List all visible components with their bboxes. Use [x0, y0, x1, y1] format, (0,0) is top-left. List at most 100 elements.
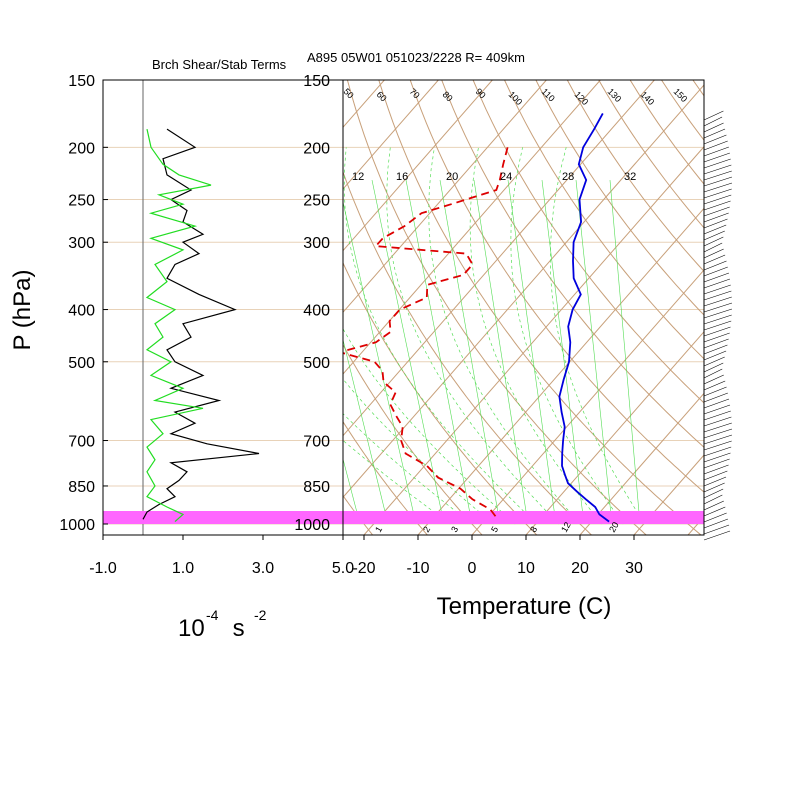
temp-xtick-label: 10 — [517, 560, 535, 577]
isotherm — [0, 80, 276, 535]
wind-barb — [703, 140, 728, 151]
mixing-ratio-label: 16 — [396, 171, 408, 183]
moist-adiabat — [343, 328, 516, 525]
wind-barb — [703, 242, 723, 253]
wind-barb — [703, 428, 733, 439]
wind-barb — [703, 458, 730, 469]
wind-barb — [703, 464, 729, 475]
wind-barb — [703, 254, 726, 265]
mixing-ratio-bottom-label: 2 — [421, 525, 432, 534]
wind-barb — [703, 476, 727, 487]
isotherm — [343, 80, 493, 252]
moist-adiabat — [386, 147, 559, 525]
left-xaxis-unit: 10 -4 s -2 — [178, 607, 267, 642]
wind-barb — [703, 404, 731, 415]
isotherm — [343, 80, 547, 314]
pressure-tick-label: 150 — [68, 73, 95, 90]
wind-barb — [703, 152, 730, 163]
wind-barb — [703, 446, 732, 457]
dry-adiabat — [566, 80, 704, 273]
moist-adiabat — [469, 147, 602, 525]
theta-label: 110 — [540, 86, 557, 103]
wind-barb — [703, 338, 729, 349]
pressure-tick-label-mid: 300 — [303, 235, 330, 252]
temp-xtick-label: 30 — [625, 560, 643, 577]
wind-barb — [703, 506, 726, 517]
wind-barb — [703, 518, 729, 529]
isotherm — [525, 330, 704, 535]
pressure-tick-label-mid: 1000 — [294, 517, 330, 534]
mixing-ratio-label: 20 — [446, 171, 458, 183]
left-xtick-label: 5.0 — [332, 560, 354, 577]
shear-term-line — [142, 128, 260, 520]
dewpoint-profile — [343, 147, 509, 520]
wind-barb — [703, 482, 725, 493]
isotherm — [796, 80, 800, 535]
dry-adiabat — [378, 80, 702, 535]
dry-adiabat — [598, 80, 704, 229]
mixing-ratio-line — [541, 180, 585, 525]
theta-label: 100 — [507, 89, 525, 107]
mixing-ratio-label: 24 — [500, 171, 512, 183]
isotherm — [471, 269, 704, 535]
mixing-ratio-bottom-label: 12 — [559, 520, 573, 534]
wind-barb — [703, 284, 731, 295]
dry-adiabat — [441, 80, 704, 448]
isotherm — [687, 515, 704, 535]
pressure-tick-label-mid: 400 — [303, 303, 330, 320]
wind-barb — [703, 278, 731, 289]
wind-barb — [703, 122, 724, 133]
mixing-ratio-label: 28 — [562, 171, 574, 183]
wind-barb — [703, 212, 729, 223]
wind-barb — [703, 194, 732, 205]
wind-barb — [703, 488, 724, 499]
mixing-ratio-line — [405, 179, 473, 525]
pressure-tick-label-mid: 200 — [303, 140, 330, 157]
wind-barb — [703, 290, 732, 301]
wind-barb — [703, 314, 732, 325]
unit-exp1: -4 — [206, 607, 219, 623]
mixing-ratio-label: 12 — [352, 171, 364, 183]
moist-adiabat — [343, 440, 451, 525]
wind-barb — [703, 110, 724, 121]
wind-barb — [703, 224, 727, 235]
mixing-ratio-line — [507, 179, 557, 525]
isotherm — [579, 392, 704, 535]
mixing-ratio-bottom-label: 20 — [607, 520, 621, 534]
moist-adiabat — [343, 147, 538, 525]
wind-barb — [703, 374, 724, 385]
wind-barb — [703, 182, 733, 193]
dry-adiabat — [535, 80, 704, 316]
wind-barb — [703, 272, 730, 283]
temp-xtick-label: -20 — [352, 560, 375, 577]
unit-base: 10 — [178, 615, 205, 642]
wind-barb — [703, 362, 724, 373]
wind-barb — [703, 146, 729, 157]
wind-barb — [703, 392, 728, 403]
wind-barb — [703, 422, 732, 433]
mixing-ratio-line — [343, 338, 389, 525]
wind-barb — [703, 350, 727, 361]
right-panel-frame — [342, 79, 705, 536]
wind-barb — [703, 200, 731, 211]
theta-label: 150 — [672, 86, 690, 104]
wind-barb — [703, 524, 730, 535]
wind-barb — [703, 296, 732, 307]
wind-barb — [703, 416, 732, 427]
wind-barb — [703, 206, 730, 217]
isotherm — [343, 80, 439, 190]
mixing-ratio-line — [609, 180, 641, 525]
wind-barb — [703, 218, 728, 229]
pressure-tick-label: 850 — [68, 479, 95, 496]
wind-barb — [703, 308, 733, 319]
wind-barb — [703, 386, 727, 397]
pressure-tick-label-mid: 150 — [303, 73, 330, 90]
wind-barb — [703, 398, 730, 409]
wind-barb — [703, 260, 727, 271]
left-panel-title: Brch Shear/Stab Terms — [152, 57, 287, 72]
dry-adiabat — [159, 64, 319, 536]
wind-barb — [703, 410, 731, 421]
pressure-tick-label: 200 — [68, 140, 95, 157]
